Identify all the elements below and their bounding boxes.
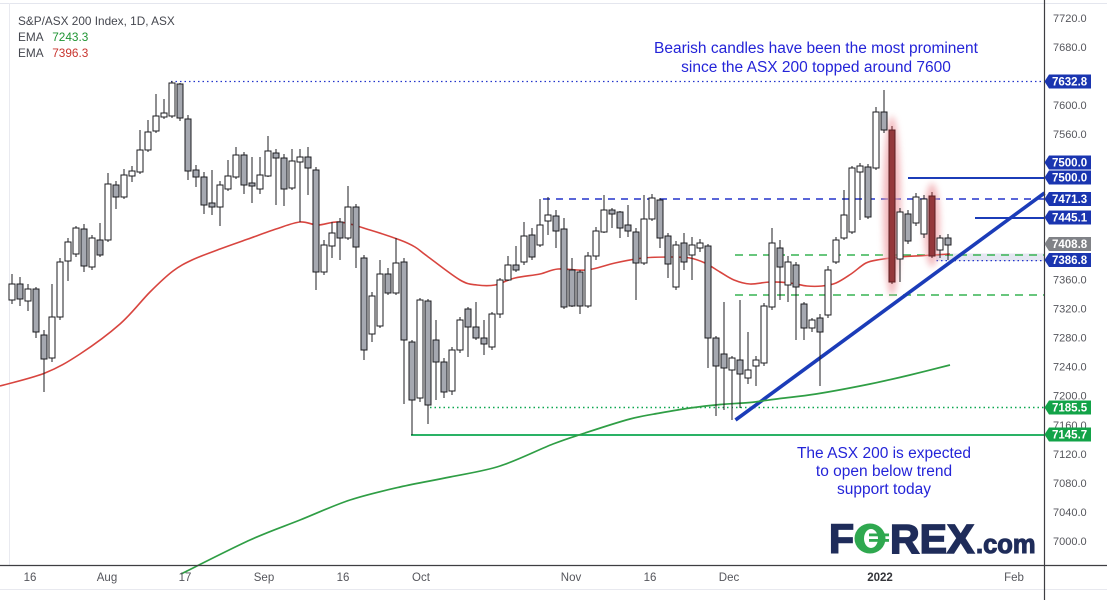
svg-text:EMA 7243.3: EMA 7243.3: [18, 30, 89, 44]
svg-text:7000.0: 7000.0: [1053, 536, 1087, 548]
svg-text:17: 17: [179, 572, 192, 584]
svg-text:Feb: Feb: [1004, 572, 1024, 584]
svg-text:S&P/ASX 200 Index, 1D, ASX: S&P/ASX 200 Index, 1D, ASX: [18, 14, 175, 28]
svg-text:7145.7: 7145.7: [1052, 430, 1087, 442]
svg-text:Aug: Aug: [97, 572, 117, 584]
svg-text:7200.0: 7200.0: [1053, 391, 1087, 403]
svg-text:2022: 2022: [867, 572, 893, 584]
svg-text:F: F: [829, 516, 854, 562]
svg-text:16: 16: [644, 572, 657, 584]
svg-text:7240.0: 7240.0: [1053, 362, 1087, 374]
svg-text:since the ASX 200 topped aroun: since the ASX 200 topped around 7600: [681, 59, 951, 76]
svg-text:7560.0: 7560.0: [1053, 129, 1087, 141]
svg-text:Bearish candles have been the: Bearish candles have been the most promi…: [654, 40, 979, 57]
svg-text:7320.0: 7320.0: [1053, 304, 1087, 316]
svg-text:7680.0: 7680.0: [1053, 42, 1087, 54]
svg-text:Sep: Sep: [254, 572, 274, 584]
svg-text:The ASX 200 is expected: The ASX 200 is expected: [797, 445, 971, 462]
svg-text:7500.0: 7500.0: [1052, 158, 1087, 170]
svg-text:Nov: Nov: [561, 572, 582, 584]
svg-text:7471.3: 7471.3: [1052, 194, 1087, 206]
svg-text:7632.8: 7632.8: [1052, 77, 1088, 89]
svg-text:.com: .com: [976, 531, 1036, 559]
svg-text:REX: REX: [890, 516, 974, 562]
svg-text:16: 16: [337, 572, 350, 584]
svg-text:7386.8: 7386.8: [1052, 255, 1088, 267]
svg-text:7720.0: 7720.0: [1053, 13, 1087, 25]
svg-text:7280.0: 7280.0: [1053, 333, 1087, 345]
svg-text:7080.0: 7080.0: [1053, 478, 1087, 490]
svg-text:7185.5: 7185.5: [1052, 403, 1088, 415]
svg-text:16: 16: [24, 572, 37, 584]
svg-text:to open below trend: to open below trend: [816, 463, 952, 480]
svg-text:7600.0: 7600.0: [1053, 100, 1087, 112]
svg-text:7040.0: 7040.0: [1053, 507, 1087, 519]
svg-text:support today: support today: [837, 481, 931, 498]
svg-text:Oct: Oct: [412, 572, 431, 584]
svg-text:EMA 7396.3: EMA 7396.3: [18, 46, 89, 60]
svg-text:7408.8: 7408.8: [1052, 239, 1088, 251]
svg-text:Dec: Dec: [719, 572, 740, 584]
svg-text:7360.0: 7360.0: [1053, 275, 1087, 287]
svg-text:7120.0: 7120.0: [1053, 449, 1087, 461]
svg-text:7445.1: 7445.1: [1052, 213, 1088, 225]
svg-text:7500.0: 7500.0: [1052, 173, 1087, 185]
